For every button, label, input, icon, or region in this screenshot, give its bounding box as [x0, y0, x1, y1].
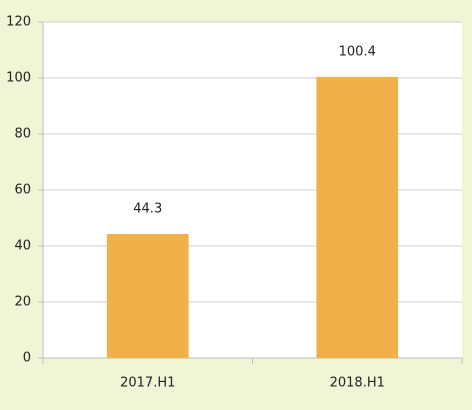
y-tick-label: 60	[14, 183, 31, 198]
bar	[316, 76, 399, 358]
x-tick-label: 2017.H1	[120, 376, 175, 391]
data-label: 44.3	[133, 201, 162, 216]
data-label: 100.4	[339, 44, 376, 59]
y-tick-label: 80	[14, 127, 31, 142]
y-tick-label: 0	[23, 351, 31, 366]
y-tick-label: 120	[6, 15, 31, 30]
y-tick-label: 100	[6, 71, 31, 86]
bar	[106, 233, 189, 358]
y-tick-label: 20	[14, 295, 31, 310]
x-tick-label: 2018.H1	[330, 376, 385, 391]
y-tick-label: 40	[14, 239, 31, 254]
